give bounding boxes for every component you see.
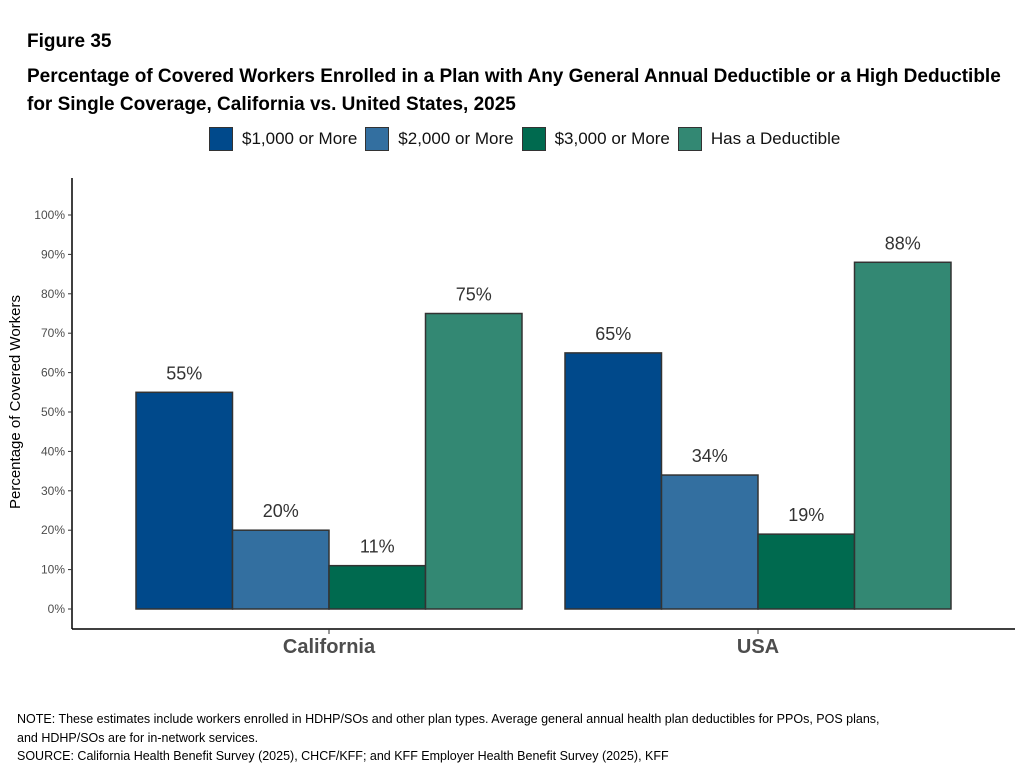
legend-swatch [521, 127, 546, 151]
bar [564, 352, 663, 610]
legend-item: Has a Deductible [677, 127, 841, 151]
data-label: 55% [166, 363, 202, 383]
y-tick-label: 60% [41, 366, 65, 380]
note-line-2: and HDHP/SOs are for in-network services… [17, 730, 259, 745]
y-tick-label: 50% [41, 405, 65, 419]
y-tick-label: 100% [34, 208, 65, 222]
footnotes: NOTE: These estimates include workers en… [17, 710, 880, 766]
bar [424, 312, 523, 610]
y-tick-label: 90% [41, 247, 65, 261]
legend-swatch [677, 127, 702, 151]
legend-label: $3,000 or More [554, 129, 670, 148]
legend-item: $1,000 or More [209, 127, 357, 151]
figure-label: Figure 35 [27, 31, 112, 52]
bar [135, 391, 234, 610]
bar [757, 533, 856, 610]
data-label: 19% [788, 505, 824, 525]
y-tick-label: 70% [41, 326, 65, 340]
x-tick-label: USA [737, 636, 779, 658]
bar [328, 564, 427, 610]
data-label: 65% [595, 324, 631, 344]
legend-swatch [209, 127, 233, 151]
y-tick-label: 40% [41, 444, 65, 458]
data-label: 34% [692, 446, 728, 466]
y-tick-label: 80% [41, 287, 65, 301]
legend-label: $2,000 or More [398, 129, 514, 148]
y-tick-label: 10% [41, 563, 65, 577]
legend-label: Has a Deductible [710, 129, 841, 148]
legend-item: $2,000 or More [365, 127, 514, 151]
data-label: 11% [360, 537, 395, 557]
data-label: 88% [885, 233, 921, 253]
x-tick-label: California [283, 636, 376, 658]
data-label: 75% [456, 285, 492, 305]
source-line: SOURCE: California Health Benefit Survey… [17, 749, 669, 763]
bar [231, 529, 330, 610]
y-axis-title: Percentage of Covered Workers [7, 295, 24, 509]
data-label: 20% [263, 501, 299, 521]
note-line-1: NOTE: These estimates include workers en… [17, 712, 880, 726]
bar [660, 474, 759, 610]
legend-swatch [365, 127, 390, 151]
y-tick-label: 0% [48, 602, 66, 616]
y-tick-label: 20% [41, 523, 65, 537]
legend-label: $1,000 or More [242, 129, 358, 148]
bar [853, 261, 952, 610]
y-tick-label: 30% [41, 484, 65, 498]
chart-title: Percentage of Covered Workers Enrolled i… [27, 66, 1001, 115]
legend-item: $3,000 or More [521, 127, 670, 151]
legend: $1,000 or More $2,000 or More $3,000 or Mo… [209, 127, 848, 151]
